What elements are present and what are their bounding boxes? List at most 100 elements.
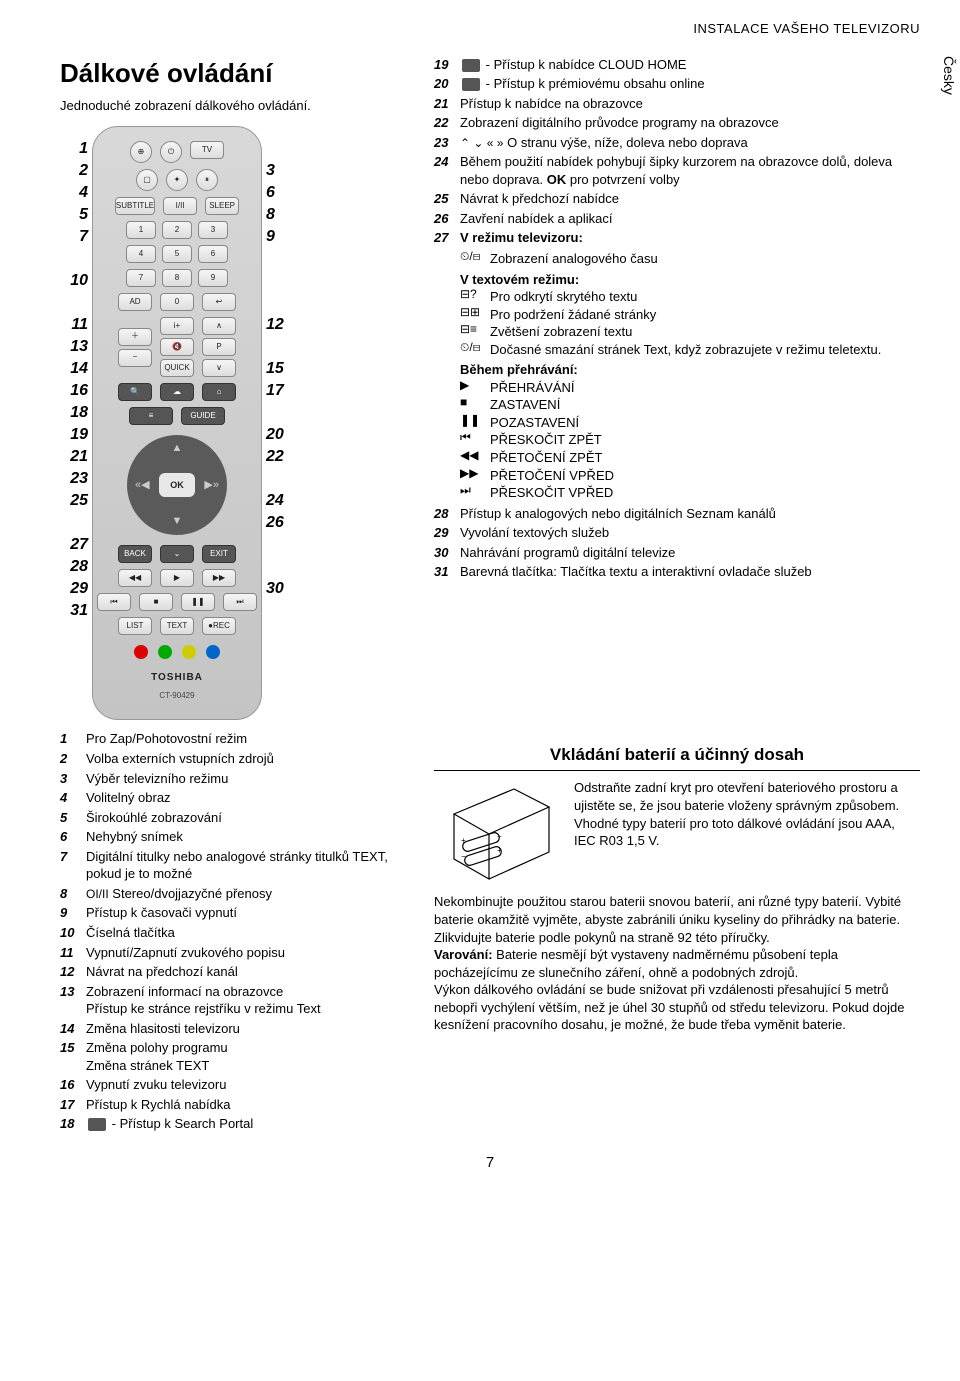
input-button: ⊕ [130, 141, 152, 163]
model-label: CT-90429 [159, 691, 194, 702]
playback-icon: ▶▶ [460, 467, 490, 485]
svg-text:+: + [461, 836, 466, 845]
subtitle-button: SUBTITLE [115, 197, 155, 215]
page-header: INSTALACE VAŠEHO TELEVIZORU [60, 20, 920, 38]
keypad-6: 6 [198, 245, 228, 263]
color-dot [206, 645, 220, 659]
callout-num: 21 [70, 446, 88, 468]
list-item: 16Vypnutí zvuku televizoru [60, 1076, 410, 1094]
callout-num: 23 [70, 468, 88, 490]
callout-num: 6 [266, 182, 275, 204]
picture-button: ✦ [166, 169, 188, 191]
playback-icon: ⏮ [460, 431, 490, 449]
playback-row: ⏭PŘESKOČIT VPŘED [460, 484, 920, 502]
description-list-right: 19 - Přístup k nabídce CLOUD HOME20 - Př… [434, 56, 920, 247]
list-item: 27V režimu televizoru: [434, 229, 920, 247]
callout-num: 22 [266, 446, 284, 468]
list-item: 8OI/II Stereo/dvojjazyčné přenosy [60, 885, 410, 903]
text-icon: ⏲/⊟ [460, 341, 490, 359]
keypad-9: 9 [198, 269, 228, 287]
keypad-8: 8 [162, 269, 192, 287]
color-dot [182, 645, 196, 659]
list-item: 17Přístup k Rychlá nabídka [60, 1096, 410, 1114]
callout-num: 18 [70, 402, 88, 424]
battery-heading: Vkládání baterií a účinný dosah [434, 744, 920, 771]
list-item: 30Nahrávání programů digitální televize [434, 544, 920, 562]
clock-cancel-icon: ⏲/⊟ [460, 250, 490, 268]
list-item: 6Nehybný snímek [60, 828, 410, 846]
keypad-3: 3 [198, 221, 228, 239]
left-column: Dálkové ovládání Jednoduché zobrazení dá… [60, 56, 410, 721]
info-button: i+ [160, 317, 194, 335]
callout-num: 5 [79, 204, 88, 226]
color-buttons [134, 645, 220, 659]
callout-numbers-right: 36891215172022242630 [266, 126, 294, 622]
list-item: 22Zobrazení digitálního průvodce program… [434, 114, 920, 132]
text-mode-row: ⏲/⊟Dočasné smazání stránek Text, když zo… [460, 341, 920, 359]
page-subtitle: Jednoduché zobrazení dálkového ovládání. [60, 97, 410, 115]
svg-text:+: + [497, 846, 502, 855]
aspect-button: ▢ [136, 169, 158, 191]
callout-num: 29 [70, 578, 88, 600]
stop-button: ■ [139, 593, 173, 611]
list-item: 25Návrat k předchozí nabídce [434, 190, 920, 208]
text-mode-row: ⊟⊞Pro podržení žádané stránky [460, 306, 920, 324]
list-item: 15Změna polohy programuZměna stránek TEX… [60, 1039, 410, 1074]
list-item: 2Volba externích vstupních zdrojů [60, 750, 410, 768]
return-button: ↩ [202, 293, 236, 311]
callout-num: 7 [79, 226, 88, 248]
keypad-1: 1 [126, 221, 156, 239]
list-item: 24Během použití nabídek pohybují šipky k… [434, 153, 920, 188]
prev-button: ⏮ [97, 593, 131, 611]
play-button: ▶ [160, 569, 194, 587]
text-icon: ⊟? [460, 288, 490, 306]
left-column-lower: 1Pro Zap/Pohotovostní režim 2Volba extern… [60, 730, 410, 1134]
menu-button: ≡ [129, 407, 173, 425]
battery-p2: Nekombinujte použitou starou baterii sno… [434, 893, 920, 946]
list-item: 14Změna hlasitosti televizoru [60, 1020, 410, 1038]
list-item: 31Barevná tlačítka: Tlačítka textu a int… [434, 563, 920, 581]
number-keypad: 123456789 [126, 221, 228, 287]
home-icon [462, 78, 480, 91]
playback-row: ▶PŘEHRÁVÁNÍ [460, 379, 920, 397]
back-button: BACK [118, 545, 152, 563]
inline-icon: OI/II [86, 888, 109, 900]
playback-row: ■ZASTAVENÍ [460, 396, 920, 414]
list-item: 1Pro Zap/Pohotovostní režim [60, 730, 410, 748]
text-mode-header: V textovém režimu: [460, 272, 579, 287]
right-column: 19 - Přístup k nabídce CLOUD HOME20 - Př… [434, 56, 920, 583]
callout-num: 26 [266, 512, 284, 534]
remote-diagram: 124571011131416181921232527282931 ⊕ ⏻ TV… [60, 126, 410, 720]
text-mode-row: ⊟?Pro odkrytí skrytého textu [460, 288, 920, 306]
playback-icon: ❚❚ [460, 414, 490, 432]
list-item: 13Zobrazení informací na obrazovcePřístu… [60, 983, 410, 1018]
battery-p1: Odstraňte zadní kryt pro otevření bateri… [574, 779, 920, 849]
zero-button: 0 [160, 293, 194, 311]
stereo-button: I/II [163, 197, 197, 215]
tv-button: TV [190, 141, 224, 159]
playback-icon: ⏭ [460, 484, 490, 502]
callout-num: 1 [79, 138, 88, 160]
playback-row: ◀◀PŘETOČENÍ ZPĚT [460, 449, 920, 467]
list-item: 20 - Přístup k prémiovému obsahu online [434, 75, 920, 93]
text-icon: ⊟≡ [460, 323, 490, 341]
list-item: 29Vyvolání textových služeb [434, 524, 920, 542]
list-item: 11Vypnutí/Zapnutí zvukového popisu [60, 944, 410, 962]
color-dot [134, 645, 148, 659]
page-number: 7 [60, 1153, 920, 1173]
item27-text-block: V textovém režimu: ⊟?Pro odkrytí skrytéh… [460, 271, 920, 359]
playback-icon: ◀◀ [460, 449, 490, 467]
callout-num: 15 [266, 358, 284, 380]
callout-numbers-left: 124571011131416181921232527282931 [60, 126, 88, 622]
list-item: 21Přístup k nabídce na obrazovce [434, 95, 920, 113]
svg-text:−: − [497, 832, 502, 841]
cloud-home-button: ☁ [160, 383, 194, 401]
cloud-icon [462, 59, 480, 72]
callout-num: 30 [266, 578, 284, 600]
callout-num: 2 [79, 160, 88, 182]
list-button: LIST [118, 617, 152, 635]
item27-play-block: Během přehrávání: ▶PŘEHRÁVÁNÍ■ZASTAVENÍ❚… [460, 361, 920, 501]
premium-button: ⌂ [202, 383, 236, 401]
vol-up: ＋ [118, 328, 152, 346]
callout-num: 20 [266, 424, 284, 446]
